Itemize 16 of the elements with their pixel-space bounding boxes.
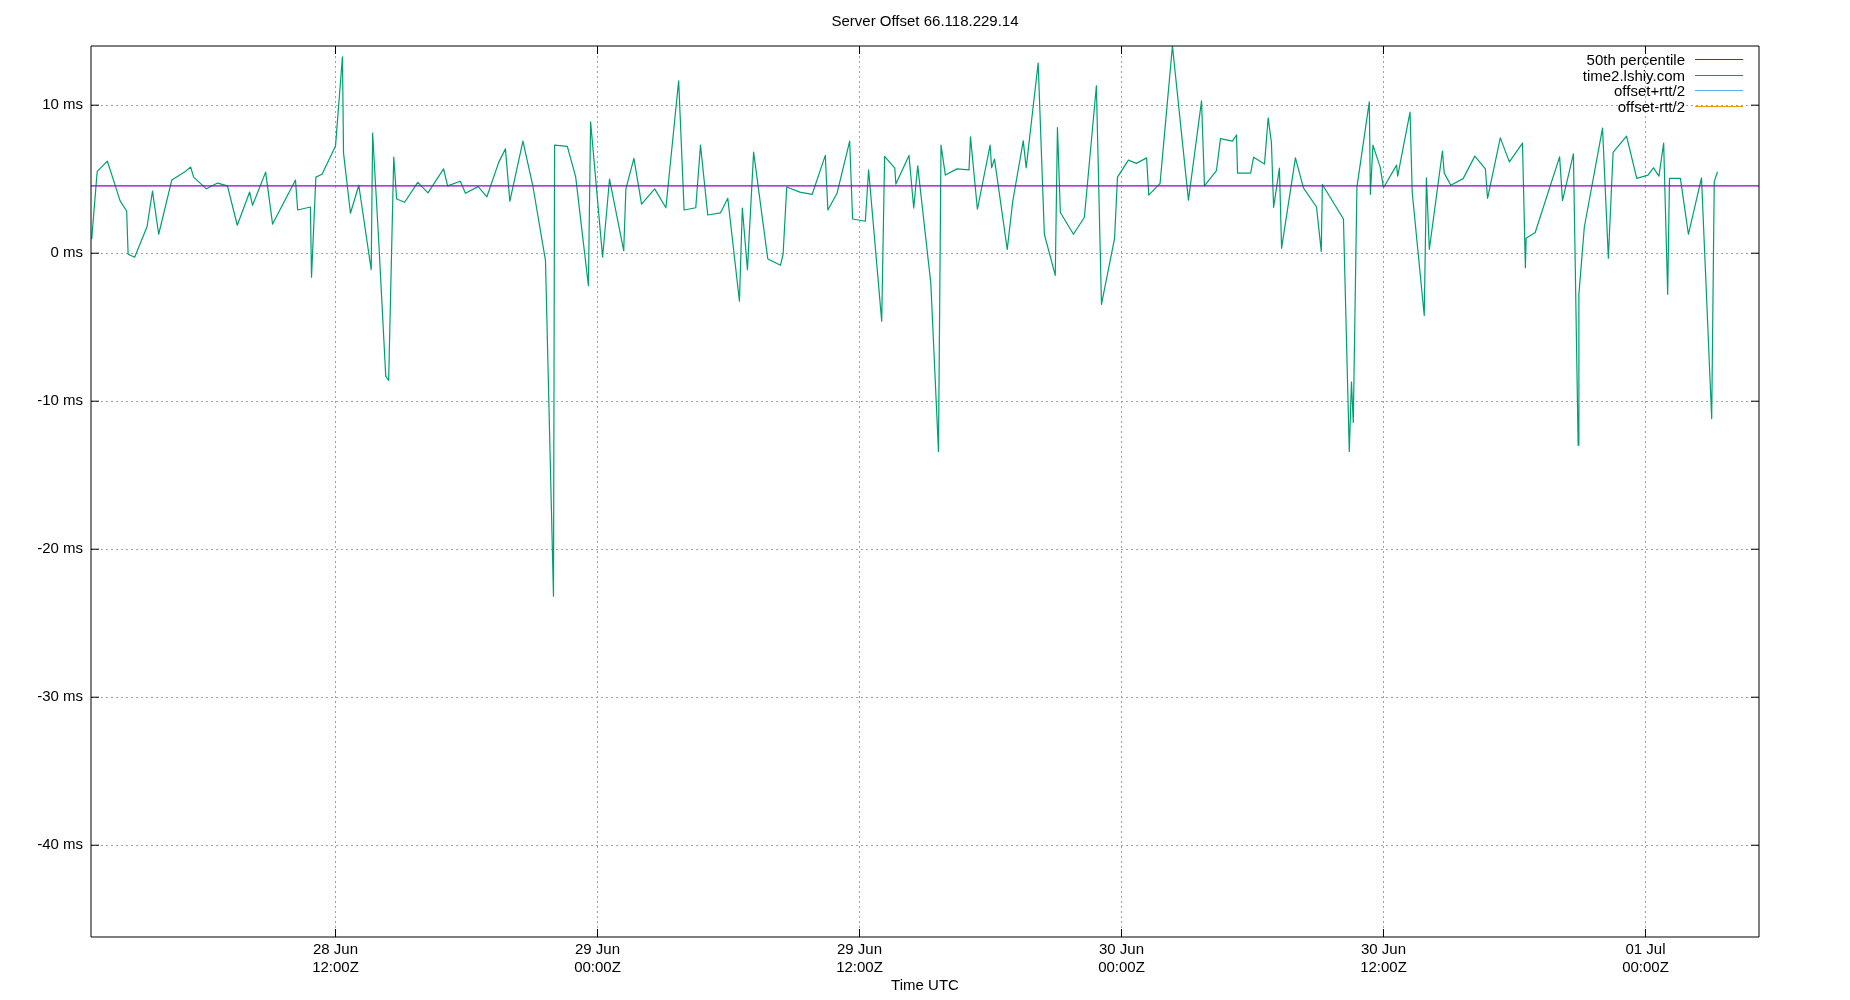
x-axis-title: Time UTC bbox=[890, 976, 960, 993]
x-tick-label: 30 Jun 12:00Z bbox=[1360, 940, 1407, 976]
y-tick-label: -40 ms bbox=[37, 835, 83, 853]
x-tick-label: 01 Jul 00:00Z bbox=[1622, 940, 1669, 976]
y-tick-label: -30 ms bbox=[37, 687, 83, 705]
legend-label: offset-rtt/2 bbox=[1617, 97, 1685, 115]
x-tick-label: 30 Jun 00:00Z bbox=[1098, 940, 1145, 976]
y-tick-label: -10 ms bbox=[37, 391, 83, 409]
x-tick-label: 28 Jun 12:00Z bbox=[312, 940, 359, 976]
chart-title: Server Offset 66.118.229.14 bbox=[830, 12, 1020, 29]
y-tick-label: 10 ms bbox=[42, 95, 83, 113]
y-tick-label: -20 ms bbox=[37, 539, 83, 557]
x-tick-label: 29 Jun 00:00Z bbox=[574, 940, 621, 976]
y-tick-label: 0 ms bbox=[50, 243, 83, 261]
x-tick-label: 29 Jun 12:00Z bbox=[836, 940, 883, 976]
legend-label: 50th percentile bbox=[1586, 51, 1685, 68]
